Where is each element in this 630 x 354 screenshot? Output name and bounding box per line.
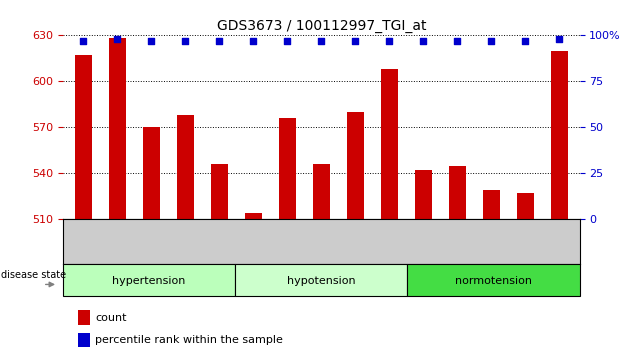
Bar [381,69,398,219]
Point [180,38,190,44]
Bar [245,213,262,219]
Bar [177,115,194,219]
Point [78,38,88,44]
Bar [517,193,534,219]
Bar [211,164,228,219]
Point [384,38,394,44]
Bar [79,332,90,347]
Text: disease state: disease state [1,270,66,280]
Point [350,38,360,44]
Text: normotension: normotension [455,276,532,286]
FancyBboxPatch shape [235,264,408,296]
Title: GDS3673 / 100112997_TGI_at: GDS3673 / 100112997_TGI_at [217,19,426,33]
Bar [346,112,364,219]
Bar [313,164,329,219]
Point [452,38,462,44]
Point [282,38,292,44]
Bar [143,127,160,219]
Point [214,38,224,44]
Point [316,38,326,44]
Text: hypertension: hypertension [112,276,186,286]
Point [554,36,564,42]
Point [248,38,258,44]
Bar [551,51,568,219]
Point [146,38,156,44]
Bar [75,55,92,219]
Text: hypotension: hypotension [287,276,355,286]
Point [112,36,122,42]
Text: percentile rank within the sample: percentile rank within the sample [95,335,283,345]
Bar [279,118,296,219]
Point [486,38,496,44]
Bar [449,166,466,219]
Bar [79,310,90,325]
Text: count: count [95,313,127,323]
Bar [483,190,500,219]
Point [520,38,530,44]
Bar [109,39,126,219]
FancyBboxPatch shape [63,264,235,296]
FancyBboxPatch shape [408,264,580,296]
Bar [415,170,432,219]
Point [418,38,428,44]
